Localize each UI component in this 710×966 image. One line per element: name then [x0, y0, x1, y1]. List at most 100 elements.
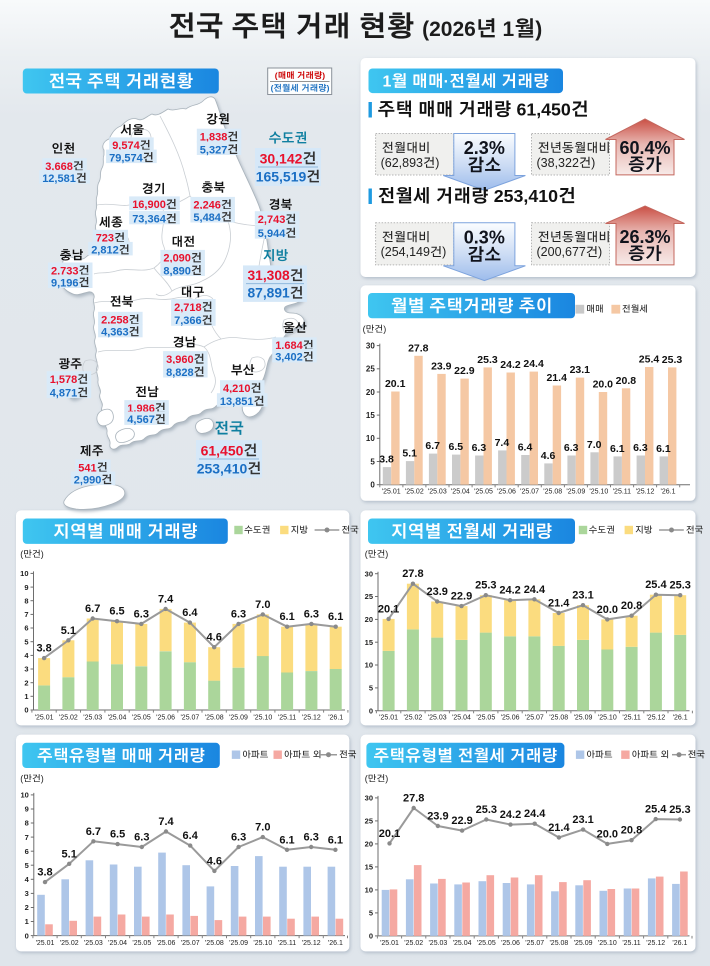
svg-text:7.0: 7.0: [587, 439, 602, 451]
svg-text:253,410: 253,410: [197, 460, 248, 476]
svg-text:(254,149: (254,149: [381, 245, 430, 259]
svg-text:6: 6: [24, 624, 28, 633]
svg-text:7: 7: [24, 610, 28, 619]
svg-text:6.7: 6.7: [86, 826, 101, 838]
svg-text:79,574: 79,574: [109, 152, 144, 164]
svg-text:7.4: 7.4: [495, 437, 510, 449]
svg-text:23.9: 23.9: [431, 360, 452, 372]
svg-text:20.1: 20.1: [378, 603, 399, 615]
svg-text:25: 25: [365, 817, 373, 826]
svg-text:22.9: 22.9: [451, 591, 472, 603]
svg-text:2: 2: [25, 903, 29, 912]
svg-text:2,990: 2,990: [74, 474, 102, 486]
svg-text:25.4: 25.4: [639, 354, 660, 366]
svg-text:): ): [435, 156, 439, 170]
svg-text:25.3: 25.3: [475, 580, 496, 592]
svg-text:2,246: 2,246: [193, 200, 221, 212]
svg-text:7.4: 7.4: [158, 593, 174, 605]
svg-text:23.9: 23.9: [427, 811, 448, 823]
svg-text:7,366: 7,366: [174, 315, 202, 327]
svg-text:7.4: 7.4: [158, 816, 174, 828]
svg-text:(200,677: (200,677: [537, 245, 586, 259]
svg-text:6.3: 6.3: [134, 832, 149, 844]
svg-text:21.4: 21.4: [548, 822, 570, 834]
svg-text:(: (: [365, 774, 368, 784]
svg-text:5: 5: [370, 457, 375, 466]
svg-text:(: (: [363, 324, 366, 334]
svg-text:25: 25: [365, 592, 373, 601]
svg-text:25.3: 25.3: [662, 354, 683, 366]
svg-text:6.3: 6.3: [633, 442, 648, 454]
svg-text:6.4: 6.4: [518, 442, 533, 454]
svg-text:'25.06: '25.06: [501, 715, 520, 722]
svg-text:'25.02: '25.02: [404, 940, 423, 947]
svg-text:6.4: 6.4: [182, 607, 198, 619]
svg-text:0: 0: [25, 931, 29, 940]
svg-text:6.3: 6.3: [231, 608, 246, 620]
svg-text:6.3: 6.3: [304, 608, 319, 620]
svg-text:61,450: 61,450: [201, 442, 244, 458]
svg-text:20: 20: [365, 615, 373, 624]
svg-text:6.3: 6.3: [564, 442, 579, 454]
svg-text:'25.09: '25.09: [574, 940, 593, 947]
svg-text:20.1: 20.1: [385, 378, 406, 390]
svg-text:87,891: 87,891: [248, 286, 291, 301]
svg-text:7: 7: [25, 833, 29, 842]
svg-text:'25.10: '25.10: [598, 940, 617, 947]
svg-text:'25.01: '25.01: [379, 715, 398, 722]
svg-text:723: 723: [96, 233, 114, 245]
svg-text:'25.11: '25.11: [622, 940, 640, 947]
svg-text:15: 15: [365, 863, 373, 872]
svg-text:'26.1: '26.1: [673, 715, 688, 722]
svg-text:'25.07: '25.07: [520, 489, 539, 496]
svg-text:10: 10: [365, 886, 373, 895]
svg-text:'25.01: '25.01: [35, 715, 54, 722]
svg-text:'25.07: '25.07: [525, 940, 544, 947]
svg-text:24.2: 24.2: [499, 585, 520, 597]
svg-text:4,363: 4,363: [101, 327, 129, 339]
svg-text:'25.07: '25.07: [525, 715, 544, 722]
svg-text:5.1: 5.1: [402, 448, 417, 460]
svg-text:20.8: 20.8: [616, 375, 637, 387]
svg-text:'25.08: '25.08: [205, 940, 224, 947]
svg-text:6.7: 6.7: [85, 603, 100, 615]
svg-text:(62,893: (62,893: [381, 156, 423, 170]
svg-text:'25.04: '25.04: [451, 489, 470, 496]
svg-text:2,733: 2,733: [51, 265, 79, 277]
svg-text:'25.09: '25.09: [229, 940, 248, 947]
svg-text:20.1: 20.1: [379, 828, 400, 840]
svg-text:541: 541: [78, 462, 96, 474]
svg-text:3.8: 3.8: [37, 867, 52, 879]
svg-text:3.8: 3.8: [379, 454, 394, 466]
svg-text:'25.01: '25.01: [36, 940, 55, 947]
svg-text:0: 0: [24, 706, 28, 715]
svg-text:'25.10: '25.10: [253, 940, 272, 947]
svg-text:'26.1: '26.1: [328, 940, 343, 947]
svg-text:'25.11: '25.11: [622, 715, 640, 722]
svg-text:'25.05: '25.05: [477, 940, 496, 947]
svg-text:'25.03: '25.03: [428, 715, 447, 722]
svg-text:'25.01: '25.01: [382, 489, 401, 496]
svg-text:6.1: 6.1: [328, 611, 343, 623]
svg-text:'25.02: '25.02: [59, 715, 78, 722]
svg-text:24.4: 24.4: [524, 808, 546, 820]
svg-text:'25.09: '25.09: [566, 489, 585, 496]
svg-text:20.8: 20.8: [621, 825, 642, 837]
svg-text:2,258: 2,258: [101, 315, 129, 327]
svg-text:1: 1: [25, 917, 29, 926]
svg-text:'25.08: '25.08: [549, 715, 568, 722]
svg-text:23.1: 23.1: [572, 590, 593, 602]
svg-text:20.0: 20.0: [593, 379, 614, 391]
svg-text:25.3: 25.3: [477, 354, 498, 366]
svg-text:(: (: [365, 549, 368, 559]
svg-text:10: 10: [366, 434, 375, 443]
svg-text:6.3: 6.3: [134, 608, 149, 620]
svg-text:'25.02: '25.02: [403, 715, 422, 722]
svg-text:0: 0: [369, 932, 373, 941]
svg-text:25.4: 25.4: [645, 579, 667, 591]
svg-text:): ): [327, 83, 330, 93]
svg-text:6.5: 6.5: [110, 829, 125, 841]
svg-text:'25.05: '25.05: [132, 940, 151, 947]
svg-text:'25.07: '25.07: [180, 715, 199, 722]
svg-text:8: 8: [25, 819, 29, 828]
